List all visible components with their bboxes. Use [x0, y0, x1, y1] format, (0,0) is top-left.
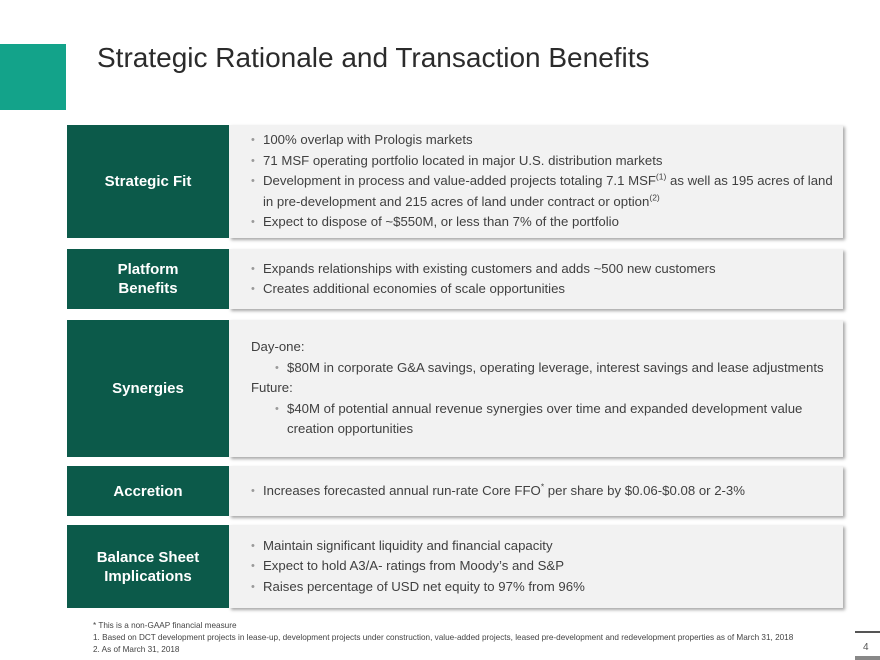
row-synergies: Synergies Day-one: $80M in corporate G&A…	[67, 320, 843, 457]
day-one-heading: Day-one:	[251, 339, 305, 355]
bullet-item: Raises percentage of USD net equity to 9…	[251, 577, 835, 598]
bullet-item: Creates additional economies of scale op…	[251, 279, 835, 300]
page-number: 4	[863, 642, 869, 653]
future-heading: Future:	[251, 380, 293, 396]
page-title: Strategic Rationale and Transaction Bene…	[97, 42, 650, 73]
row-label-line: Balance Sheet	[96, 548, 200, 566]
footnote-ref: *	[540, 481, 545, 492]
bullet-item: $80M in corporate G&A savings, operating…	[275, 358, 835, 379]
bullet-item: $40M of potential annual revenue synergi…	[275, 399, 835, 440]
row-body: 100% overlap with Prologis markets 71 MS…	[229, 125, 843, 238]
bullet-text: Increases forecasted annual run-rate Cor…	[263, 482, 541, 498]
title-accent-block	[0, 44, 66, 110]
bullet-item: 100% overlap with Prologis markets	[251, 130, 835, 151]
bullet-text: per share by $0.06-$0.08 or 2-3%	[544, 482, 745, 498]
row-label: Accretion	[67, 466, 229, 516]
footnote: * This is a non-GAAP financial measure	[93, 621, 237, 630]
bullet-item: Expands relationships with existing cust…	[251, 259, 835, 280]
bullet-item: Maintain significant liquidity and finan…	[251, 536, 835, 557]
row-platform-benefits: Platform Benefits Expands relationships …	[67, 249, 843, 309]
footnote: 1. Based on DCT development projects in …	[93, 633, 794, 643]
page-number-rule	[855, 631, 880, 633]
row-label: Strategic Fit	[67, 125, 229, 238]
row-body: Maintain significant liquidity and finan…	[229, 525, 843, 608]
row-strategic-fit: Strategic Fit 100% overlap with Prologis…	[67, 125, 843, 238]
bullet-item: Increases forecasted annual run-rate Cor…	[251, 481, 835, 502]
bullet-item: Expect to hold A3/A- ratings from Moody’…	[251, 556, 835, 577]
row-accretion: Accretion Increases forecasted annual ru…	[67, 466, 843, 516]
bullet-text: in pre-development and 215 acres of land…	[263, 193, 650, 209]
row-label-line: Implications	[104, 567, 192, 585]
page-number-bar	[855, 656, 880, 660]
row-label-line: Benefits	[118, 280, 178, 297]
row-body: Day-one: $80M in corporate G&A savings, …	[229, 320, 843, 457]
row-label: Platform Benefits	[67, 249, 229, 309]
bullet-text: $40M of potential annual revenue synergi…	[287, 400, 803, 416]
bullet-text: Development in process and value-added p…	[263, 173, 656, 189]
row-label: Balance Sheet Implications	[67, 525, 229, 608]
row-label-line: Platform	[117, 261, 179, 278]
row-body: Increases forecasted annual run-rate Cor…	[229, 466, 843, 516]
footnote-ref: (2)	[649, 192, 660, 203]
row-balance-sheet: Balance Sheet Implications Maintain sign…	[67, 525, 843, 608]
bullet-item: 71 MSF operating portfolio located in ma…	[251, 151, 835, 172]
footnote-ref: (1)	[655, 171, 667, 182]
bullet-item: Expect to dispose of ~$550M, or less tha…	[251, 212, 835, 233]
bullet-item: Development in process and value-added p…	[251, 171, 835, 212]
row-label: Synergies	[67, 320, 229, 457]
row-body: Expands relationships with existing cust…	[229, 249, 843, 309]
footnote: 2. As of March 31, 2018	[93, 645, 180, 655]
bullet-text: as well as 195 acres of land	[669, 173, 833, 189]
footnotes: * This is a non-GAAP financial measure 1…	[93, 620, 793, 657]
bullet-text: creation opportunities	[287, 421, 414, 437]
